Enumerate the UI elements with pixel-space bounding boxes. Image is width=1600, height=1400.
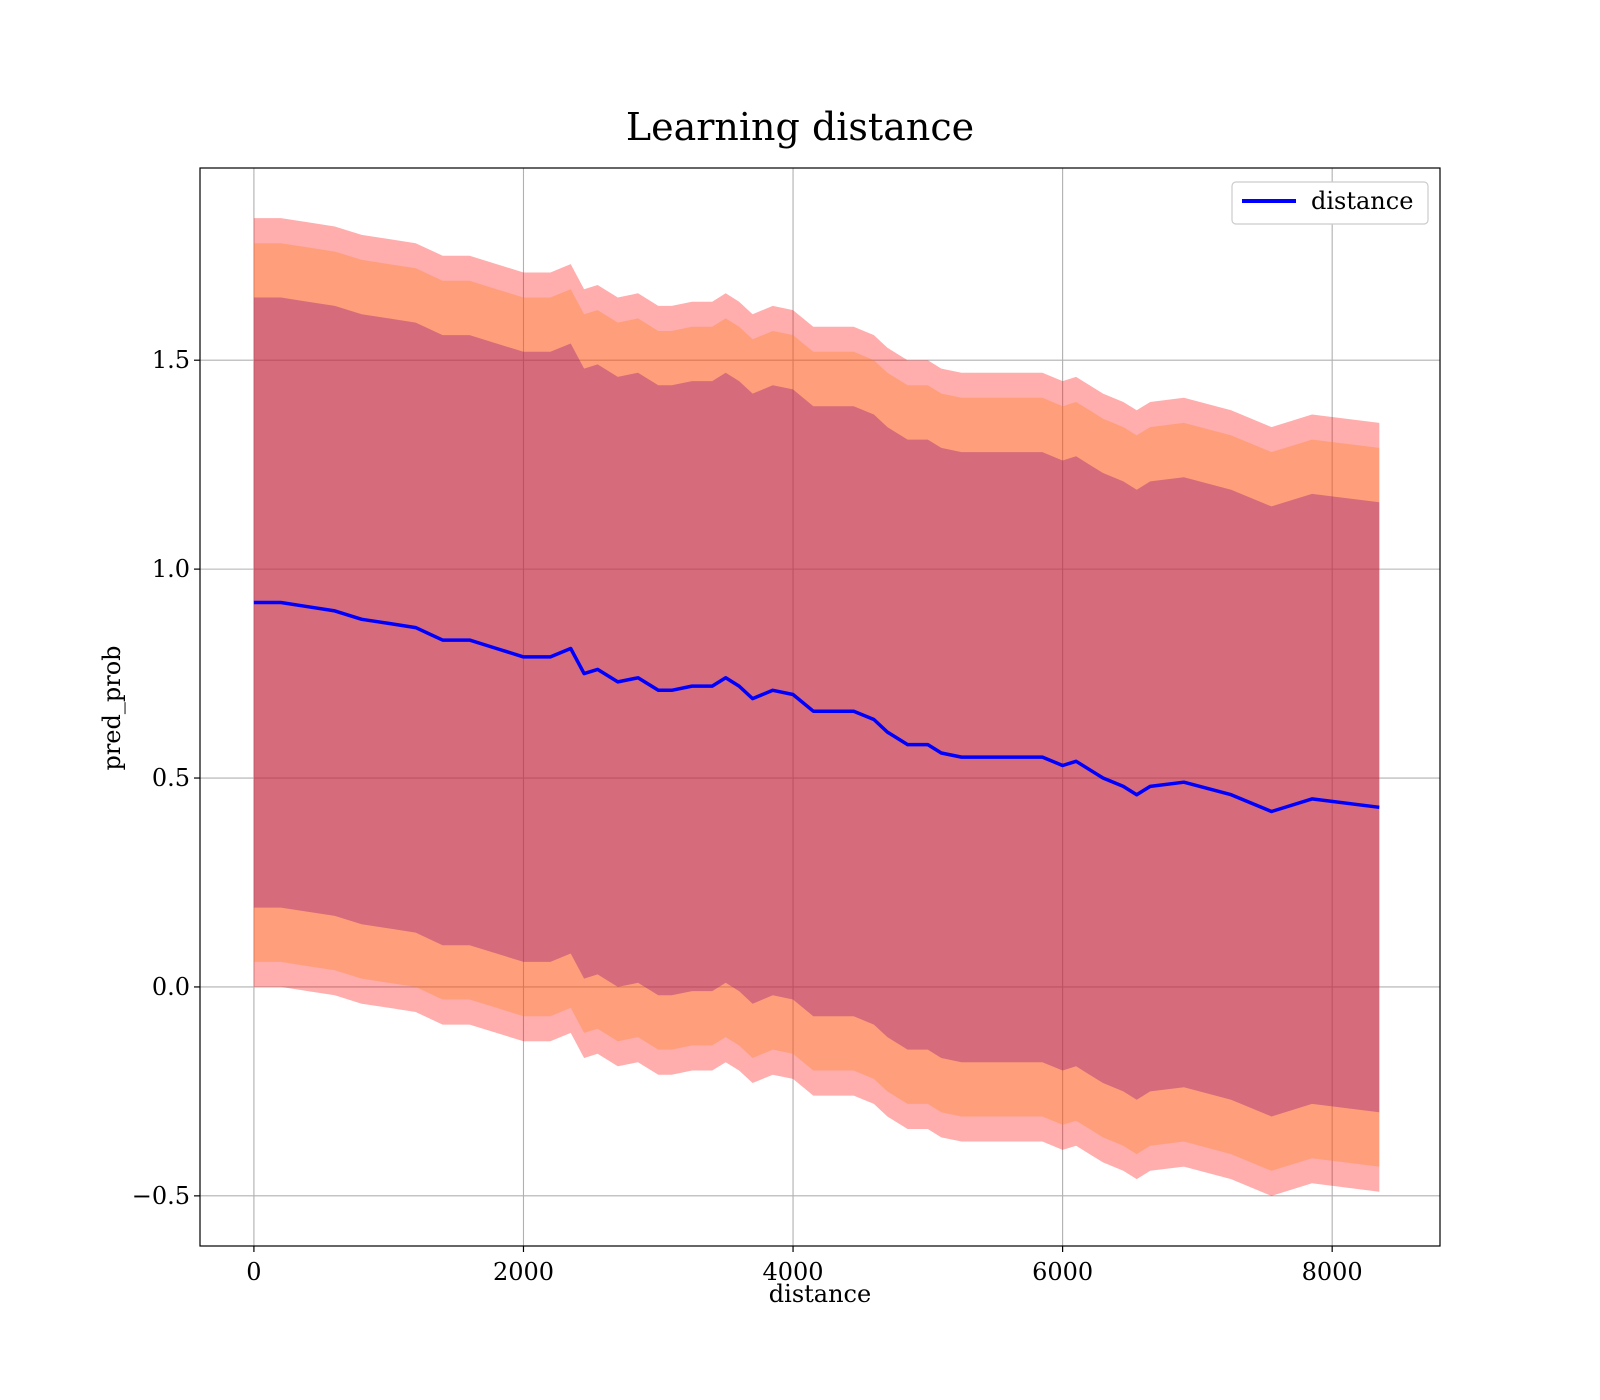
plot-area xyxy=(200,168,1440,1246)
band-area-1 xyxy=(253,243,1380,1171)
confidence-bands xyxy=(253,218,1380,1196)
y-axis-label: pred_prob xyxy=(98,645,126,770)
x-tick-label-1: 2000 xyxy=(493,1258,554,1286)
band-area-0 xyxy=(253,218,1380,1196)
plot-frame xyxy=(199,167,1441,1247)
y-tick-label-2: 0.5 xyxy=(152,764,190,792)
band-area-2 xyxy=(253,297,1380,1117)
legend-box xyxy=(1231,181,1429,225)
y-tick-label-4: 1.5 xyxy=(152,346,190,374)
chart-title: Learning distance xyxy=(626,105,974,149)
x-tick-label-3: 6000 xyxy=(1032,1258,1093,1286)
legend: distance xyxy=(1231,181,1429,225)
x-tick-label-0: 0 xyxy=(246,1258,261,1286)
series-line-distance xyxy=(253,600,1380,814)
legend-label-distance: distance xyxy=(1311,187,1413,215)
y-axis: −0.5 0.0 0.5 1.0 1.5 xyxy=(132,346,200,1210)
y-tick-label-3: 1.0 xyxy=(152,555,190,583)
x-tick-label-4: 8000 xyxy=(1302,1258,1363,1286)
y-tick-label-0: −0.5 xyxy=(132,1182,190,1210)
y-tick-label-1: 0.0 xyxy=(152,973,190,1001)
x-axis-label: distance xyxy=(769,1280,871,1308)
x-axis: 0 2000 4000 6000 8000 xyxy=(246,1246,1363,1286)
grid xyxy=(200,168,1440,1246)
x-tick-label-2: 4000 xyxy=(763,1258,824,1286)
line-series xyxy=(253,600,1380,814)
